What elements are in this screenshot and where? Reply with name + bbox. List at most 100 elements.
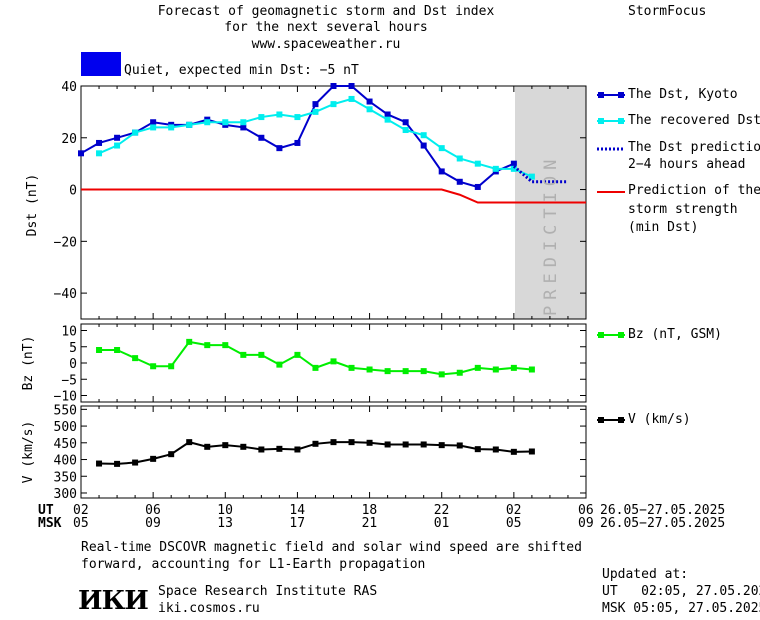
data-point — [186, 439, 193, 446]
data-point — [402, 441, 409, 448]
data-point — [348, 83, 355, 89]
v-ytick-label: 550 — [54, 403, 77, 418]
updated-label: Updated at: — [602, 567, 689, 582]
legend-v-marker — [598, 417, 604, 423]
data-point — [348, 439, 355, 446]
data-point — [384, 111, 391, 118]
data-point — [294, 351, 301, 358]
v-ytick-label: 350 — [54, 470, 77, 485]
data-point — [420, 142, 427, 149]
data-point — [528, 173, 535, 180]
data-point — [528, 366, 535, 373]
updated-ut: UT 02:05, 27.05.2025 — [602, 584, 760, 599]
bz-x-ticks — [80, 324, 587, 402]
dst-ytick-label: −20 — [54, 235, 77, 250]
institute-name: Space Research Institute RAS — [158, 584, 378, 599]
legend-recovered-label: The recovered Dst — [628, 113, 760, 128]
data-point — [168, 451, 175, 458]
data-point — [366, 106, 373, 113]
data-point — [96, 347, 103, 353]
v-ytick-label: 450 — [54, 437, 77, 452]
legend-storm-label-2: storm strength — [628, 202, 738, 217]
data-point — [312, 440, 319, 447]
data-point — [258, 114, 265, 121]
data-point — [258, 134, 265, 141]
data-point — [420, 368, 427, 375]
data-point — [276, 111, 283, 118]
ut-date-range: 26.05−27.05.2025 — [600, 503, 726, 518]
data-point — [456, 442, 463, 449]
legend-storm-label-3: (min Dst) — [628, 220, 699, 235]
data-point — [294, 139, 301, 146]
data-point — [204, 119, 211, 126]
bz-ytick-label: 0 — [69, 357, 77, 372]
data-point — [348, 95, 355, 102]
series-line — [81, 188, 586, 204]
series-line — [512, 165, 568, 184]
data-point — [528, 448, 535, 455]
legend-v-label: V (km/s) — [628, 412, 691, 427]
msk-tick-label: 05 — [73, 516, 89, 531]
institute-site[interactable]: iki.cosmos.ru — [158, 601, 260, 616]
data-point — [294, 114, 301, 121]
data-point — [222, 342, 229, 349]
data-point — [240, 119, 247, 126]
data-point — [402, 127, 409, 134]
dst-panel: −40 −20 0 20 40 Dst (nT) — [25, 80, 587, 320]
footer-note-line-1: Real-time DSCOVR magnetic field and sola… — [81, 540, 582, 555]
bz-series — [96, 338, 535, 378]
msk-date-range: 26.05−27.05.2025 — [600, 516, 726, 531]
legend-kyoto-marker — [618, 92, 624, 98]
data-point — [348, 364, 355, 371]
data-point — [186, 121, 193, 128]
data-point — [150, 455, 157, 462]
data-point — [330, 439, 337, 446]
dst-series — [78, 83, 586, 204]
data-point — [294, 446, 301, 453]
legend-markers — [597, 92, 625, 423]
ut-tick-label: 22 — [433, 503, 450, 518]
data-point — [402, 368, 409, 375]
msk-tick-label: 09 — [145, 516, 161, 531]
bz-ytick-label: 5 — [69, 341, 77, 356]
bz-ytick-label: −10 — [54, 390, 77, 405]
ut-tick-label: 02 — [505, 503, 522, 518]
data-point — [96, 139, 103, 146]
chart-title-line-1: Forecast of geomagnetic storm and Dst in… — [157, 4, 495, 19]
data-point — [240, 351, 247, 358]
data-point — [330, 101, 337, 108]
data-point — [276, 361, 283, 368]
data-point — [510, 160, 517, 167]
updated-msk: MSK 05:05, 27.05.2025 — [602, 601, 760, 616]
data-point — [420, 132, 427, 139]
data-point — [384, 368, 391, 375]
data-point — [276, 145, 283, 152]
dst-ytick-label: 0 — [69, 184, 77, 199]
data-point — [168, 363, 175, 370]
data-point — [366, 98, 373, 105]
data-point — [258, 446, 265, 453]
v-ytick-label: 400 — [54, 454, 77, 469]
msk-tick-label: 09 — [578, 516, 594, 531]
data-point — [492, 366, 499, 373]
legend-prediction-label-2: 2−4 hours ahead — [628, 157, 746, 172]
msk-axis-label: MSK — [38, 516, 62, 531]
msk-tick-label: 13 — [217, 516, 233, 531]
data-point — [474, 160, 481, 167]
data-point — [420, 441, 427, 448]
data-point — [114, 142, 121, 149]
data-point — [456, 178, 463, 185]
data-point — [474, 364, 481, 371]
v-ylabel: V (km/s) — [21, 421, 36, 484]
data-point — [132, 355, 139, 362]
data-point — [78, 150, 84, 157]
data-point — [510, 364, 517, 371]
data-point — [492, 446, 499, 453]
data-point — [366, 439, 373, 446]
data-point — [384, 441, 391, 448]
ut-axis-label: UT — [38, 503, 54, 518]
data-point — [456, 369, 463, 376]
data-point — [132, 459, 139, 466]
